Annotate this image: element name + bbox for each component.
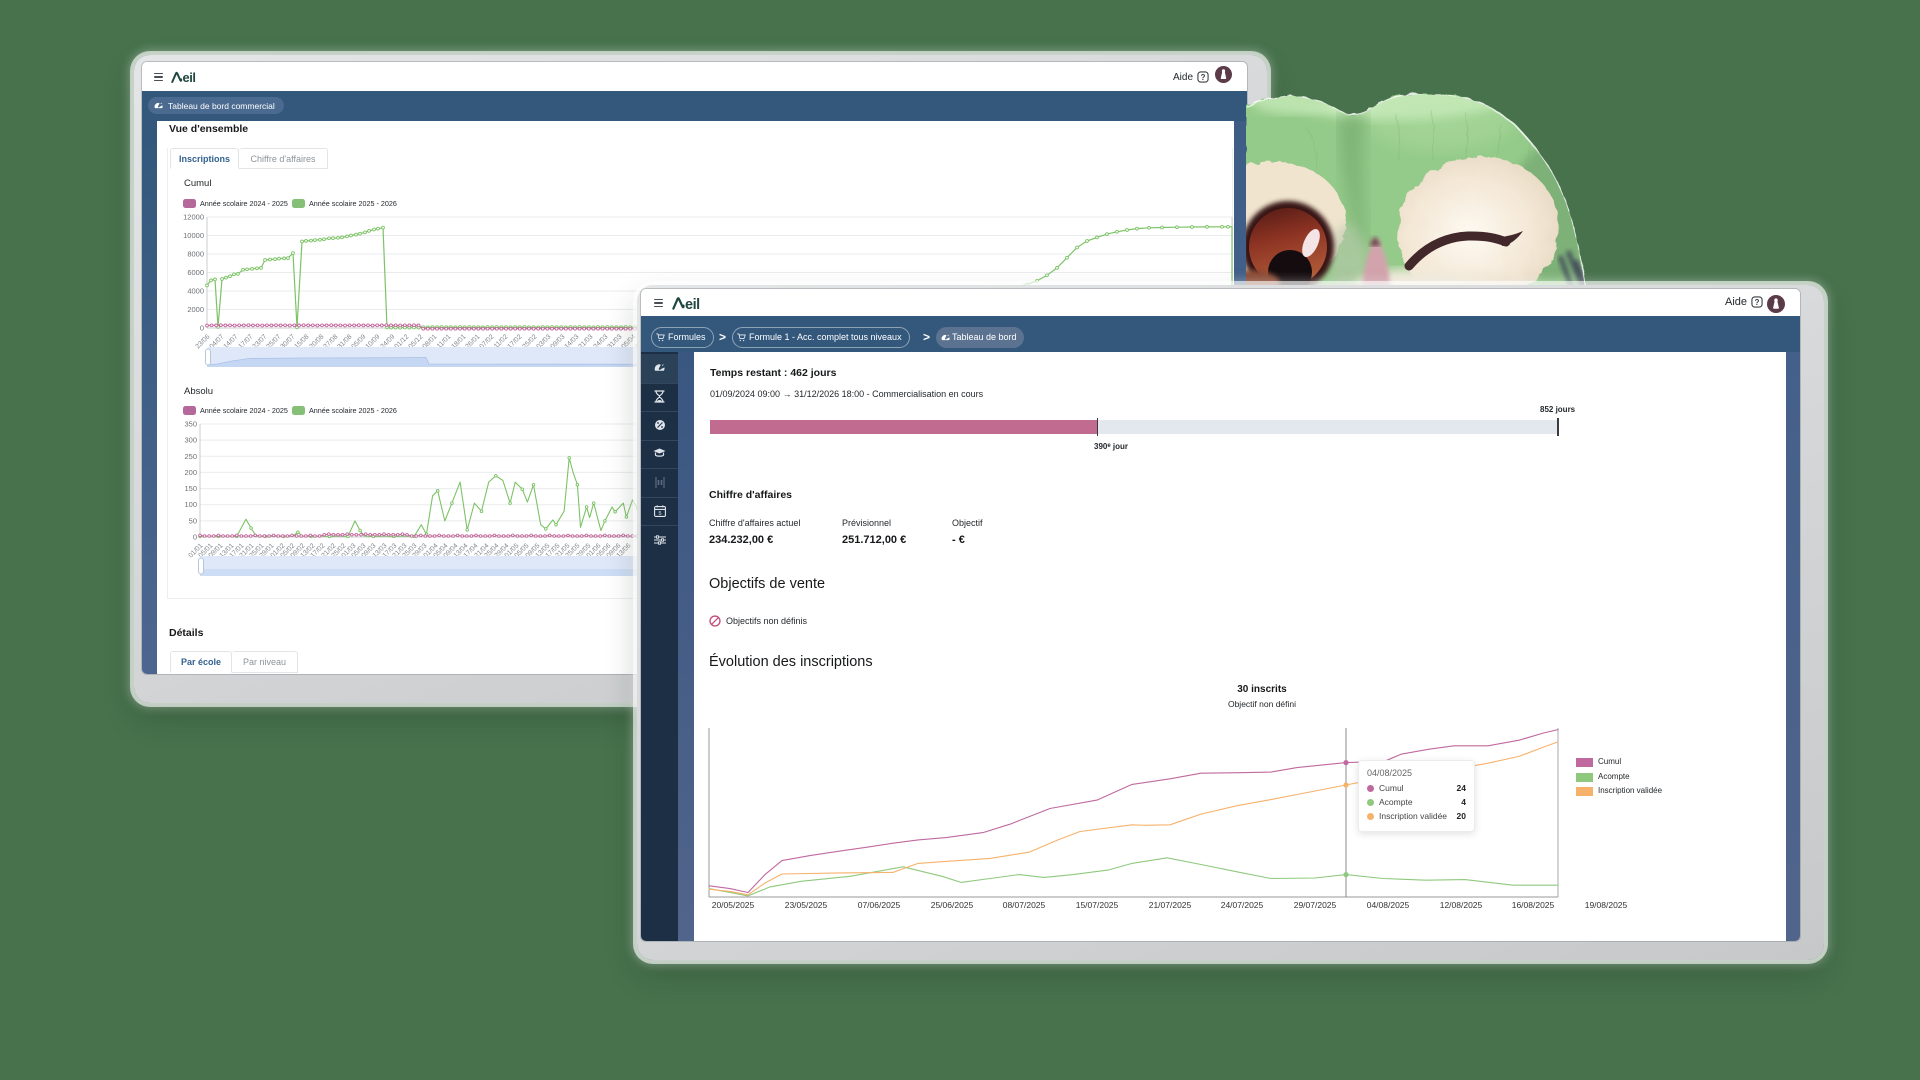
svg-text:?: ? — [1755, 298, 1760, 307]
svg-text:04/08/2025: 04/08/2025 — [1367, 900, 1410, 910]
svg-text:150: 150 — [184, 484, 197, 493]
svg-text:?: ? — [1201, 73, 1206, 82]
svg-text:07/06/2025: 07/06/2025 — [858, 900, 901, 910]
svg-text:eil: eil — [183, 70, 196, 85]
svg-text:25/06/2025: 25/06/2025 — [931, 900, 974, 910]
svg-text:0: 0 — [200, 324, 204, 333]
svg-text:250: 250 — [184, 452, 197, 461]
svg-text:0: 0 — [193, 533, 197, 542]
svg-text:29/07/2025: 29/07/2025 — [1294, 900, 1337, 910]
svg-text:4000: 4000 — [187, 287, 204, 296]
svg-text:20/05/2025: 20/05/2025 — [712, 900, 755, 910]
svg-text:5: 5 — [658, 511, 661, 517]
svg-text:12000: 12000 — [183, 213, 204, 222]
svg-text:300: 300 — [184, 436, 197, 445]
svg-text:200: 200 — [184, 468, 197, 477]
svg-text:24/07/2025: 24/07/2025 — [1221, 900, 1264, 910]
svg-text:23/05/2025: 23/05/2025 — [785, 900, 828, 910]
svg-text:15/07/2025: 15/07/2025 — [1076, 900, 1119, 910]
svg-text:2000: 2000 — [187, 305, 204, 314]
svg-text:16/08/2025: 16/08/2025 — [1512, 900, 1555, 910]
svg-text:10000: 10000 — [183, 231, 204, 240]
svg-text:100: 100 — [184, 500, 197, 509]
svg-text:50: 50 — [189, 516, 197, 525]
svg-text:08/07/2025: 08/07/2025 — [1003, 900, 1046, 910]
svg-text:eil: eil — [685, 297, 700, 312]
svg-text:350: 350 — [184, 420, 197, 429]
svg-text:19/08/2025: 19/08/2025 — [1585, 900, 1628, 910]
svg-text:8000: 8000 — [187, 250, 204, 259]
svg-text:21/07/2025: 21/07/2025 — [1149, 900, 1192, 910]
svg-text:6000: 6000 — [187, 268, 204, 277]
svg-text:12/08/2025: 12/08/2025 — [1440, 900, 1483, 910]
